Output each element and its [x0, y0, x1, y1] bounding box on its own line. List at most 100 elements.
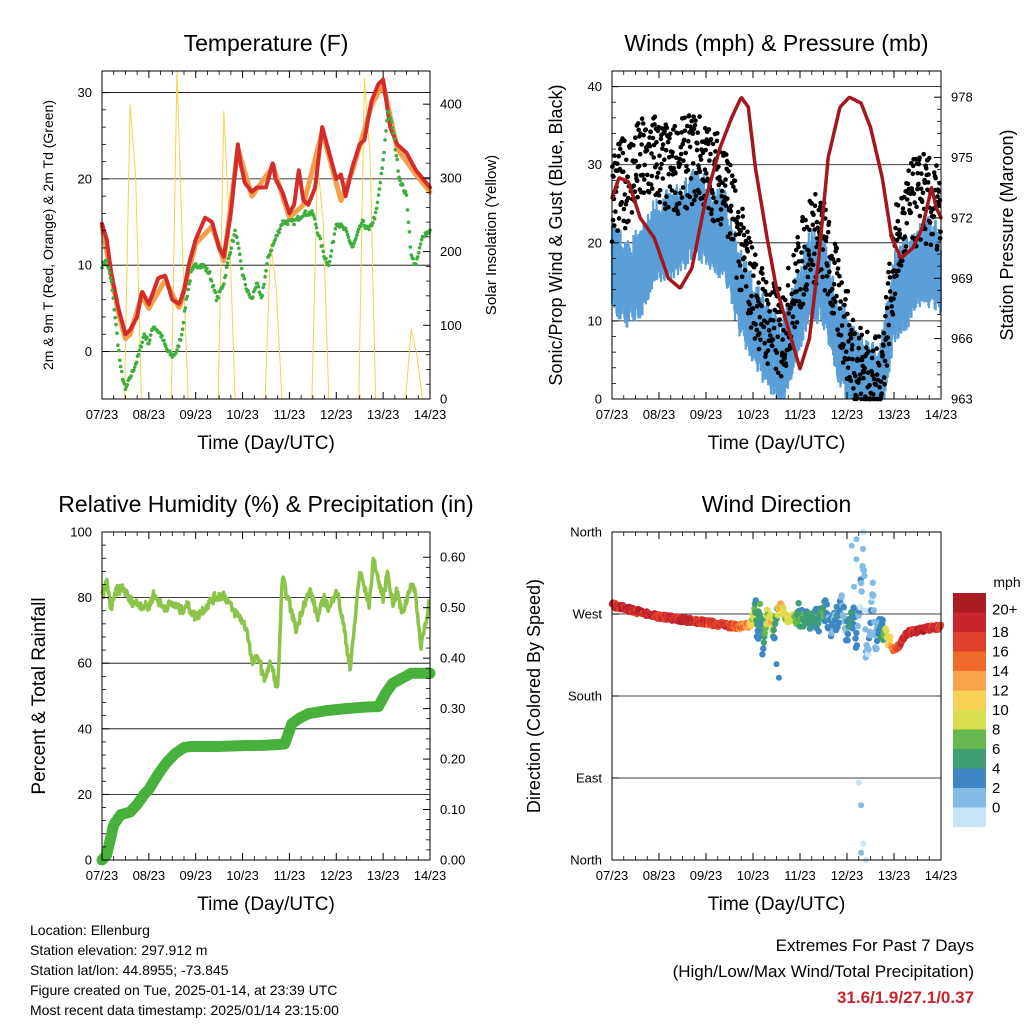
legend-label: 12	[992, 683, 1009, 700]
temperature-xtick-label: 12/23	[320, 407, 353, 422]
gust-point	[666, 204, 671, 210]
gust-point	[792, 324, 797, 330]
gust-point	[842, 302, 847, 308]
gust-point	[849, 346, 855, 352]
dewpoint-point	[209, 279, 214, 283]
dewpoint-point	[136, 352, 141, 357]
gust-point	[895, 203, 901, 208]
gust-point	[819, 267, 824, 272]
direction-point	[870, 607, 877, 614]
gust-point	[922, 226, 928, 232]
gust-point	[719, 188, 725, 194]
direction-point	[861, 572, 868, 579]
gust-point	[810, 222, 816, 228]
gust-point	[637, 151, 643, 157]
dewpoint-point	[237, 246, 241, 251]
dewpoint-point	[411, 256, 415, 261]
gust-point	[874, 372, 880, 378]
gust-point	[615, 161, 620, 166]
gust-point	[695, 130, 700, 135]
direction-point	[760, 645, 767, 652]
gust-point	[902, 234, 908, 239]
temperature-ytick-label: 10	[78, 258, 92, 273]
dewpoint-point	[390, 126, 395, 130]
dewpoint-point	[275, 233, 280, 238]
dewpoint-point	[361, 219, 366, 224]
gust-point	[634, 178, 640, 184]
gust-point	[917, 213, 923, 219]
gust-point	[668, 131, 673, 137]
gust-point	[826, 219, 832, 225]
gust-point	[684, 163, 689, 169]
extremes-values: 31.6/1.9/27.1/0.37	[836, 988, 974, 1007]
temperature-ytick-label: 30	[78, 85, 92, 100]
dewpoint-point	[182, 309, 187, 313]
gust-point	[850, 317, 856, 323]
humidity-ytick-label: 20	[78, 787, 92, 802]
gust-point	[801, 292, 807, 297]
gust-point	[610, 217, 616, 223]
dewpoint-point	[372, 217, 377, 221]
dewpoint-point	[253, 285, 258, 290]
dewpoint-point	[373, 210, 378, 215]
gust-point	[652, 114, 658, 120]
dewpoint-point	[404, 193, 409, 197]
gust-point	[624, 157, 629, 163]
dewpoint-point	[177, 344, 181, 349]
direction-point	[780, 605, 787, 612]
gust-point	[759, 266, 765, 271]
humidity-ylabel: Percent & Total Rainfall	[29, 597, 50, 794]
direction-outlier-point	[853, 556, 860, 563]
gust-point	[771, 318, 776, 323]
gust-point	[887, 275, 893, 280]
gust-point	[919, 171, 924, 176]
gust-point	[791, 252, 796, 258]
dewpoint-point	[224, 265, 229, 270]
gust-point	[900, 258, 905, 264]
gust-point	[664, 125, 670, 131]
gust-point	[925, 180, 931, 185]
gust-point	[615, 228, 620, 233]
gust-point	[666, 171, 672, 177]
temperature-ylabel: 2m & 9m T (Red, Orange) & 2m Td (Green)	[40, 100, 56, 370]
gust-point	[874, 346, 879, 351]
gust-point	[649, 151, 654, 156]
dewpoint-point	[175, 348, 179, 352]
direction-xtick-label: 13/23	[878, 868, 911, 883]
gust-point	[645, 172, 650, 178]
dewpoint-point	[262, 282, 266, 287]
gust-point	[708, 151, 713, 157]
gust-point	[773, 366, 779, 372]
gust-point	[873, 334, 878, 339]
gust-point	[612, 153, 617, 158]
gust-point	[704, 171, 709, 176]
insolation-line	[264, 243, 283, 400]
gust-point	[834, 246, 840, 251]
gust-point	[805, 274, 811, 280]
gust-point	[811, 212, 816, 217]
gust-point	[856, 380, 861, 386]
dewpoint-point	[344, 229, 349, 234]
gust-point	[892, 291, 898, 297]
gust-point	[639, 116, 645, 121]
dewpoint-point	[358, 224, 363, 229]
legend-label: 10	[992, 702, 1009, 719]
humidity-ytick-label: 60	[78, 656, 92, 671]
gust-point	[682, 128, 688, 133]
gust-point	[845, 289, 851, 294]
gust-point	[636, 163, 642, 169]
gust-point	[795, 268, 800, 274]
gust-point	[693, 118, 698, 123]
winds-ytick-label: 30	[588, 157, 602, 172]
gust-point	[885, 281, 891, 286]
direction-point	[763, 606, 771, 613]
gust-point	[639, 142, 644, 147]
dewpoint-point	[265, 262, 269, 266]
gust-point	[798, 286, 803, 292]
gust-point	[693, 193, 699, 199]
dewpoint-point	[119, 369, 124, 374]
created-text: Figure created on Tue, 2025-01-14, at 23…	[30, 982, 338, 998]
gust-point	[841, 314, 847, 319]
gust-point	[686, 113, 692, 118]
dewpoint-point	[273, 237, 278, 242]
